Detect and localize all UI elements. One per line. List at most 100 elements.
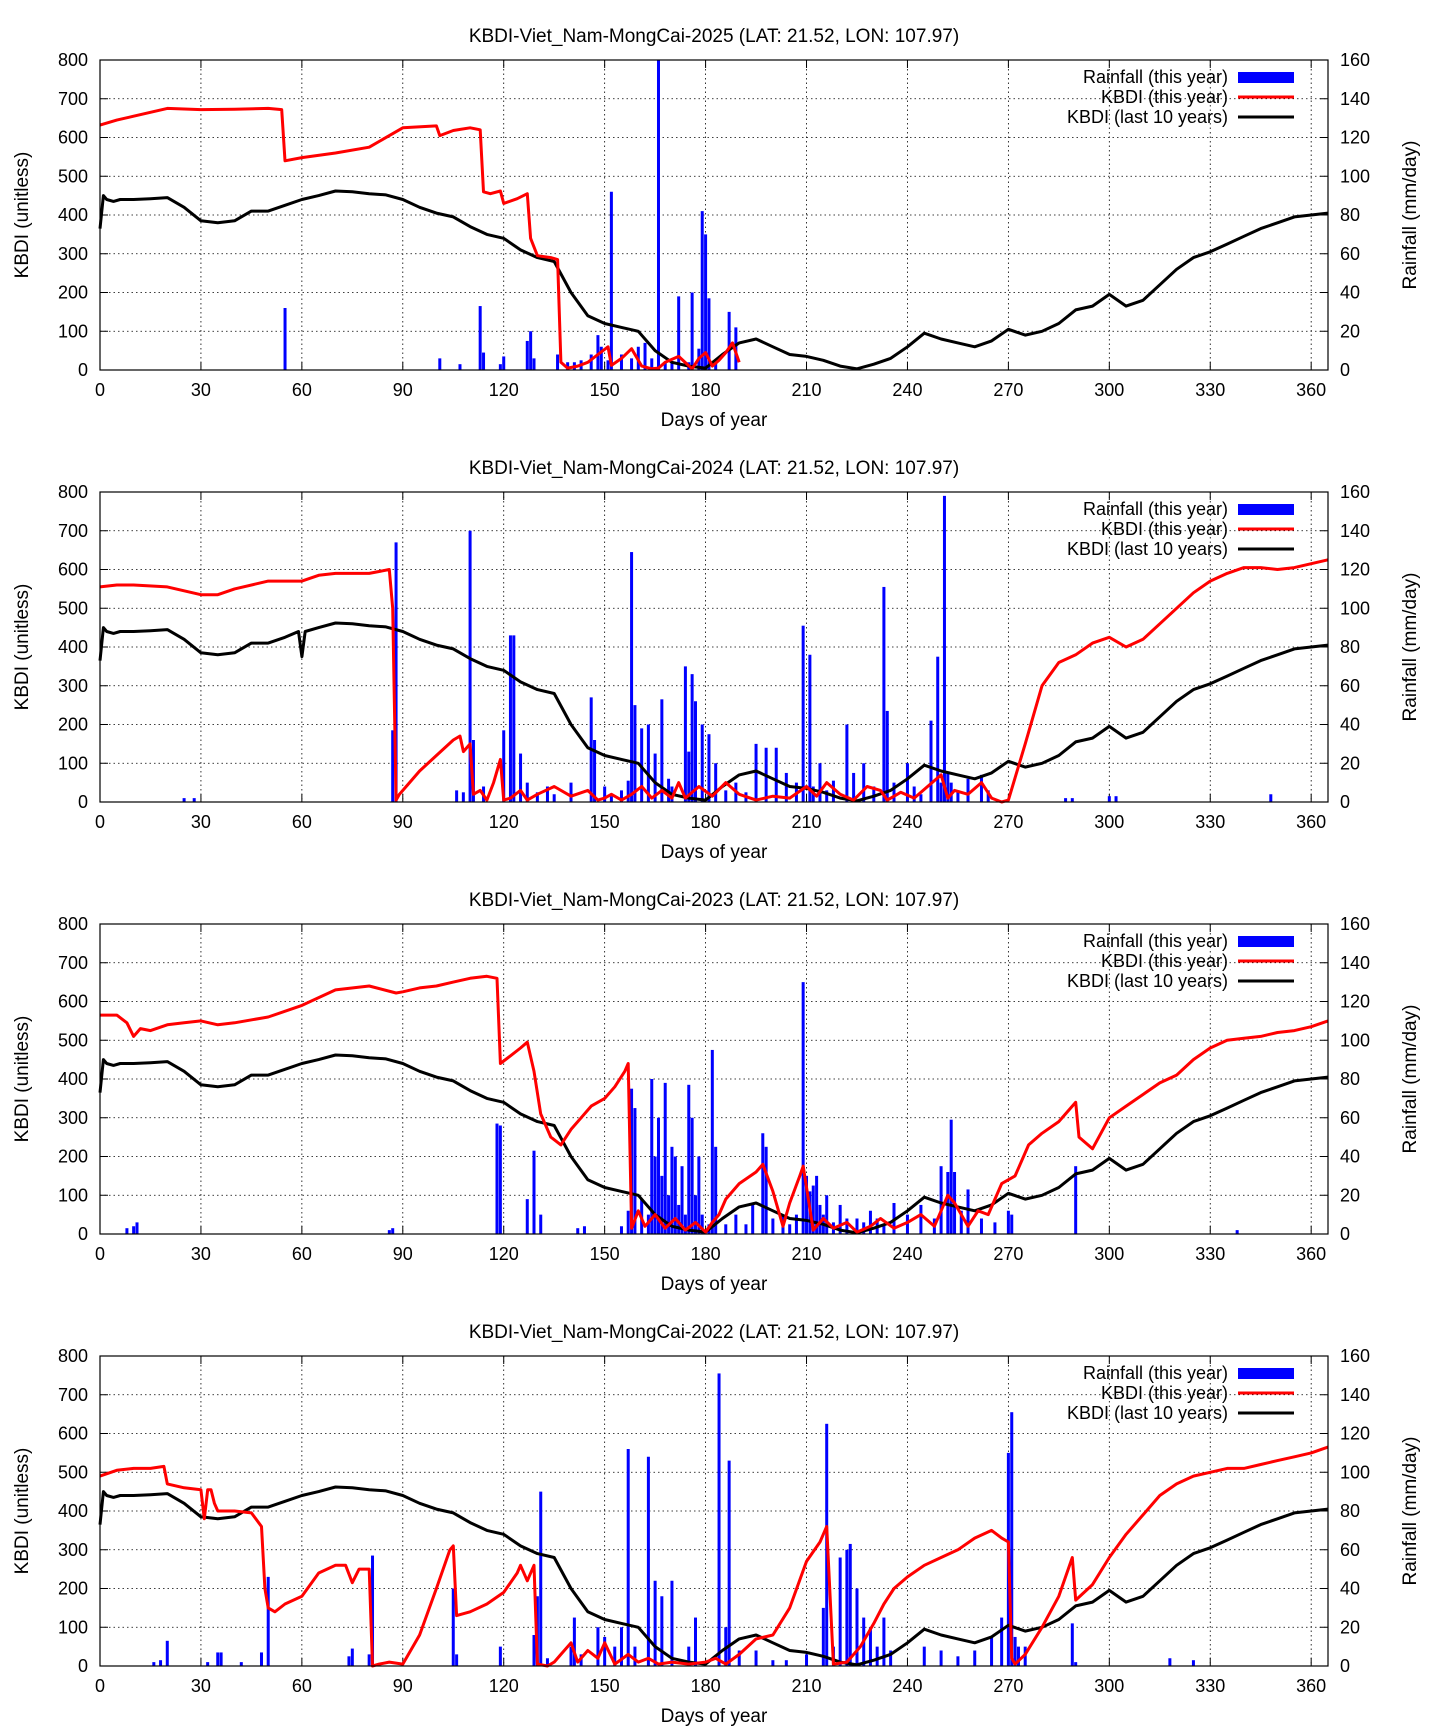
rainfall-bar xyxy=(259,1652,263,1666)
y-tick-label: 800 xyxy=(58,482,88,502)
rainfall-bar xyxy=(455,1654,459,1666)
rainfall-bar xyxy=(643,342,647,370)
rainfall-bar xyxy=(478,306,482,370)
rainfall-bar xyxy=(525,1199,529,1234)
y2-tick-label: 120 xyxy=(1340,1424,1370,1444)
kbdi-this-year-line xyxy=(99,558,1329,804)
rainfall-bar xyxy=(650,358,654,370)
legend-kbdi-last-10-years-label: KBDI (last 10 years) xyxy=(1067,971,1228,991)
y-tick-label: 400 xyxy=(58,1069,88,1089)
x-tick-label: 300 xyxy=(1094,1244,1124,1264)
rainfall-bar xyxy=(650,1079,654,1234)
rainfall-bar xyxy=(1235,1230,1239,1234)
y-tick-label: 800 xyxy=(58,50,88,70)
rainfall-bar xyxy=(589,354,593,370)
rainfall-bar xyxy=(239,1662,243,1666)
y2-tick-label: 0 xyxy=(1340,360,1350,380)
x-tick-label: 180 xyxy=(691,1244,721,1264)
rainfall-bar xyxy=(159,1660,163,1666)
x-tick-label: 210 xyxy=(791,1244,821,1264)
x-tick-label: 60 xyxy=(292,812,312,832)
legend: Rainfall (this year)KBDI (this year)KBDI… xyxy=(1067,931,1294,991)
x-tick-label: 240 xyxy=(892,1244,922,1264)
y2-tick-label: 160 xyxy=(1340,50,1370,70)
x-tick-label: 330 xyxy=(1195,380,1225,400)
y2-tick-label: 40 xyxy=(1340,1147,1360,1167)
chart-panel: 0 30 60 90 120 150 180 210 240 270 300 330 360 0 100 20… xyxy=(0,0,1440,432)
rainfall-bar xyxy=(498,1125,502,1234)
y2-tick-label: 60 xyxy=(1340,676,1360,696)
rainfall-bar xyxy=(656,60,660,370)
rainfall-bar xyxy=(734,1214,738,1234)
rainfall-bar xyxy=(609,796,613,802)
y-tick-label: 800 xyxy=(58,1346,88,1366)
y-tick-label: 100 xyxy=(58,753,88,773)
rainfall-bar xyxy=(387,1230,391,1234)
legend-kbdi-last-10-years-label: KBDI (last 10 years) xyxy=(1067,539,1228,559)
x-tick-label: 180 xyxy=(691,1676,721,1696)
rainfall-bar xyxy=(556,354,560,370)
x-tick-label: 60 xyxy=(292,1244,312,1264)
y-tick-label: 500 xyxy=(58,1030,88,1050)
rainfall-bar xyxy=(508,635,512,802)
rainfall-bar xyxy=(482,352,486,370)
rainfall-bars xyxy=(182,495,1273,802)
plot-frame xyxy=(99,491,1329,803)
rainfall-bar xyxy=(283,308,287,370)
rainfall-bar xyxy=(593,740,597,802)
rainfall-bar xyxy=(216,1652,220,1666)
y-tick-label: 300 xyxy=(58,244,88,264)
rainfall-bar xyxy=(1114,796,1118,802)
y2-axis-label: Rainfall (mm/day) xyxy=(1400,141,1421,290)
rainfall-bar xyxy=(471,740,475,802)
rainfall-bar xyxy=(882,586,886,802)
rainfall-bar xyxy=(946,1172,950,1234)
rainfall-bar xyxy=(495,1123,499,1234)
y2-tick-label: 80 xyxy=(1340,1501,1360,1521)
kbdi-this-year-line xyxy=(99,106,741,371)
y2-axis-label: Rainfall (mm/day) xyxy=(1400,1437,1421,1586)
y2-tick-label: 140 xyxy=(1340,1385,1370,1405)
rainfall-bar xyxy=(545,786,549,802)
rainfall-bar xyxy=(687,1646,691,1666)
rainfall-bar xyxy=(646,1456,650,1666)
rainfall-bar xyxy=(135,1222,139,1234)
rainfall-bar xyxy=(219,1652,223,1666)
rainfall-bar xyxy=(801,625,805,802)
x-tick-label: 360 xyxy=(1296,812,1326,832)
y2-tick-label: 60 xyxy=(1340,244,1360,264)
rainfall-bar xyxy=(1000,1617,1004,1666)
rainfall-bar xyxy=(714,1146,718,1234)
rainfall-bar xyxy=(525,782,529,802)
rainfall-bar xyxy=(545,1658,549,1666)
y2-tick-label: 120 xyxy=(1340,992,1370,1012)
y2-tick-label: 100 xyxy=(1340,166,1370,186)
y2-tick-label: 120 xyxy=(1340,128,1370,148)
y2-tick-label: 140 xyxy=(1340,521,1370,541)
rainfall-bar xyxy=(596,335,600,370)
rainfall-bar xyxy=(630,552,634,802)
y2-tick-label: 120 xyxy=(1340,560,1370,580)
x-tick-label: 180 xyxy=(691,812,721,832)
y-tick-label: 100 xyxy=(58,1185,88,1205)
rainfall-bar xyxy=(125,1228,129,1234)
rainfall-bar xyxy=(788,1224,792,1234)
legend-rainfall-swatch xyxy=(1238,504,1294,515)
rainfall-bar xyxy=(438,358,442,370)
rainfall-bar xyxy=(973,1650,977,1666)
rainfall-bar xyxy=(700,211,704,370)
x-tick-label: 60 xyxy=(292,380,312,400)
y-tick-label: 200 xyxy=(58,1147,88,1167)
y2-tick-label: 140 xyxy=(1340,953,1370,973)
rainfall-bar xyxy=(942,495,946,802)
x-tick-label: 360 xyxy=(1296,1676,1326,1696)
kbdi-last-10-years-line xyxy=(98,621,1329,803)
chart-title: KBDI-Viet_Nam-MongCai-2023 (LAT: 21.52, … xyxy=(469,890,959,911)
y2-tick-label: 60 xyxy=(1340,1108,1360,1128)
rainfall-bar xyxy=(855,1588,859,1666)
rainfall-bar xyxy=(633,1646,637,1666)
y2-tick-label: 20 xyxy=(1340,321,1360,341)
rainfall-bar xyxy=(347,1656,351,1666)
rainfall-bar xyxy=(539,1214,543,1234)
rainfall-bar xyxy=(626,1210,630,1234)
